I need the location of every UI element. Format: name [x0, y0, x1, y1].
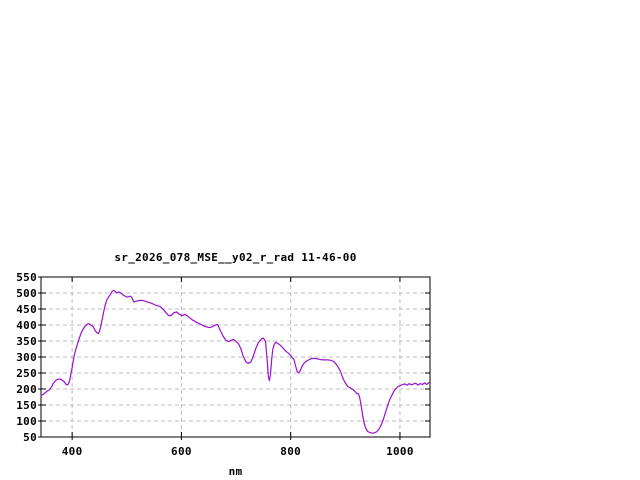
y-tick-label: 150 [16, 398, 37, 412]
y-tick-label: 400 [16, 318, 37, 332]
y-tick-label: 300 [16, 350, 37, 364]
x-tick-label: 1000 [386, 445, 414, 458]
x-tick-label: 400 [61, 445, 83, 458]
y-tick-label: 100 [16, 414, 37, 428]
plot-border [40, 276, 431, 438]
x-axis-title: nm [228, 465, 243, 478]
x-tick-label: 800 [280, 445, 302, 458]
y-tick-label: 550 [16, 270, 37, 284]
y-tick-label: 500 [16, 286, 37, 300]
y-tick-label: 350 [16, 334, 37, 348]
y-tick-label: 250 [16, 366, 37, 380]
y-tick-label: 450 [16, 302, 37, 316]
y-tick-label: 50 [23, 430, 37, 444]
y-tick-label: 200 [16, 382, 37, 396]
x-tick-label: 600 [171, 445, 192, 458]
data-series-line [40, 289, 430, 434]
chart-title: sr_2026_078_MSE__y02_r_rad 11-46-00 [114, 251, 357, 264]
